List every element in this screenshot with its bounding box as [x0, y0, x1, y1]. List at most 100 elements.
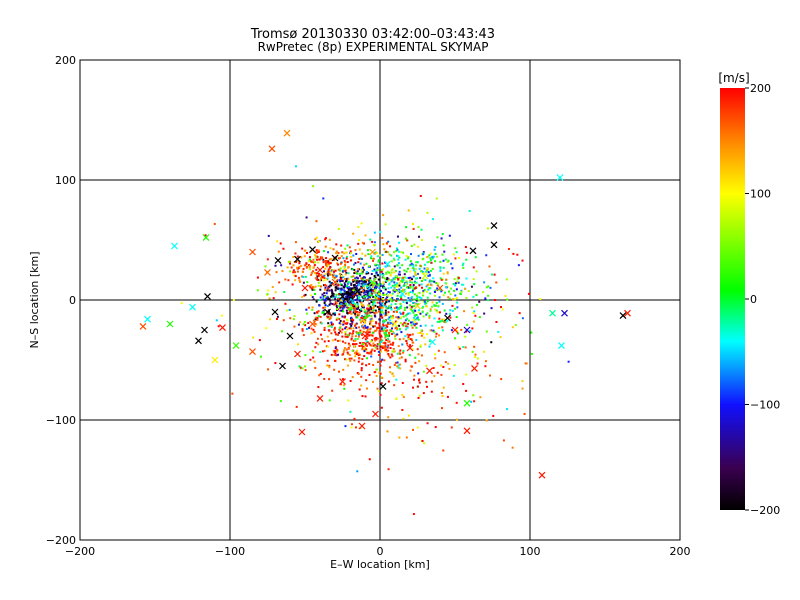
scatter-dot: [451, 298, 454, 301]
scatter-dot: [360, 375, 363, 378]
scatter-dot: [351, 287, 354, 290]
scatter-dot: [314, 318, 317, 321]
scatter-dot: [292, 269, 295, 272]
scatter-dot: [385, 338, 388, 341]
scatter-dot: [469, 329, 472, 332]
scatter-dot: [323, 340, 326, 343]
scatter-dot: [349, 325, 352, 328]
scatter-dot: [423, 300, 426, 303]
scatter-dot: [375, 286, 378, 289]
scatter-dot: [360, 258, 363, 261]
scatter-dot: [339, 267, 342, 270]
scatter-dot: [440, 237, 443, 240]
scatter-dot: [530, 352, 533, 355]
scatter-dot: [379, 284, 382, 287]
scatter-dot: [296, 255, 299, 258]
scatter-dot: [378, 324, 381, 327]
scatter-dot: [386, 321, 389, 324]
scatter-dot: [409, 284, 412, 287]
scatter-dot: [334, 352, 337, 355]
scatter-dot: [337, 284, 340, 287]
scatter-dot: [365, 387, 368, 390]
scatter-dot: [428, 314, 431, 317]
scatter-dot: [344, 425, 347, 428]
scatter-dot: [409, 281, 412, 284]
scatter-dot: [327, 312, 330, 315]
scatter-dot: [363, 308, 366, 311]
chart-subtitle: RwPretec (8p) EXPERIMENTAL SKYMAP: [258, 40, 489, 54]
scatter-dot: [337, 227, 340, 230]
scatter-dot: [408, 414, 411, 417]
scatter-dot: [322, 294, 325, 297]
scatter-dot: [330, 294, 333, 297]
scatter-dot: [363, 355, 366, 358]
scatter-dot: [415, 261, 418, 264]
scatter-dot: [355, 272, 358, 275]
scatter-cross: [384, 260, 391, 268]
scatter-dot: [379, 298, 382, 301]
scatter-dot: [423, 263, 426, 266]
scatter-dot: [345, 251, 348, 254]
scatter-dot: [336, 339, 339, 342]
scatter-dot: [322, 266, 325, 269]
scatter-dot: [338, 294, 341, 297]
scatter-dot: [372, 342, 375, 345]
scatter-dot: [311, 306, 314, 309]
scatter-dot: [395, 378, 398, 381]
scatter-dot: [355, 279, 358, 282]
scatter-dot: [318, 304, 321, 307]
scatter-dot: [406, 317, 409, 320]
scatter-dot: [348, 311, 351, 314]
scatter-dot: [343, 290, 346, 293]
scatter-dot: [344, 322, 347, 325]
scatter-dot: [310, 294, 313, 297]
scatter-dot: [411, 348, 414, 351]
scatter-dot: [313, 360, 316, 363]
scatter-dot: [367, 283, 370, 286]
scatter-dot: [417, 332, 420, 335]
scatter-dot: [367, 314, 370, 317]
scatter-dot: [377, 294, 380, 297]
scatter-dot: [366, 326, 369, 329]
scatter-cross: [264, 268, 271, 276]
scatter-dot: [364, 315, 367, 318]
scatter-dot: [371, 269, 374, 272]
scatter-dot: [403, 282, 406, 285]
scatter-dot: [354, 262, 357, 265]
scatter-dot: [361, 282, 364, 285]
scatter-dot: [304, 369, 307, 372]
scatter-dot: [313, 261, 316, 264]
scatter-dot: [438, 296, 441, 299]
scatter-dot: [436, 371, 439, 374]
scatter-dot: [401, 408, 404, 411]
scatter-dot: [341, 305, 344, 308]
scatter-dot: [434, 289, 437, 292]
scatter-dot: [495, 320, 498, 323]
scatter-dot: [525, 362, 528, 365]
scatter-dot: [334, 347, 337, 350]
scatter-dot: [409, 270, 412, 273]
scatter-dot: [438, 311, 441, 314]
scatter-cross: [171, 242, 178, 250]
scatter-dot: [342, 384, 345, 387]
scatter-dot: [316, 318, 319, 321]
scatter-dot: [365, 349, 368, 352]
scatter-dot: [310, 284, 313, 287]
scatter-dot: [404, 335, 407, 338]
scatter-dot: [347, 306, 350, 309]
scatter-dot: [357, 284, 360, 287]
scatter-dot: [361, 272, 364, 275]
scatter-dot: [401, 343, 404, 346]
scatter-dot: [343, 252, 346, 255]
scatter-dot: [421, 310, 424, 313]
scatter-dot: [327, 322, 330, 325]
scatter-dot: [366, 310, 369, 313]
scatter-dot: [327, 270, 330, 273]
scatter-dot: [399, 306, 402, 309]
scatter-dot: [391, 300, 394, 303]
scatter-cross: [274, 256, 282, 264]
scatter-dot: [426, 300, 429, 303]
scatter-dot: [328, 303, 331, 306]
scatter-dot: [426, 296, 429, 299]
scatter-dot: [412, 227, 415, 230]
